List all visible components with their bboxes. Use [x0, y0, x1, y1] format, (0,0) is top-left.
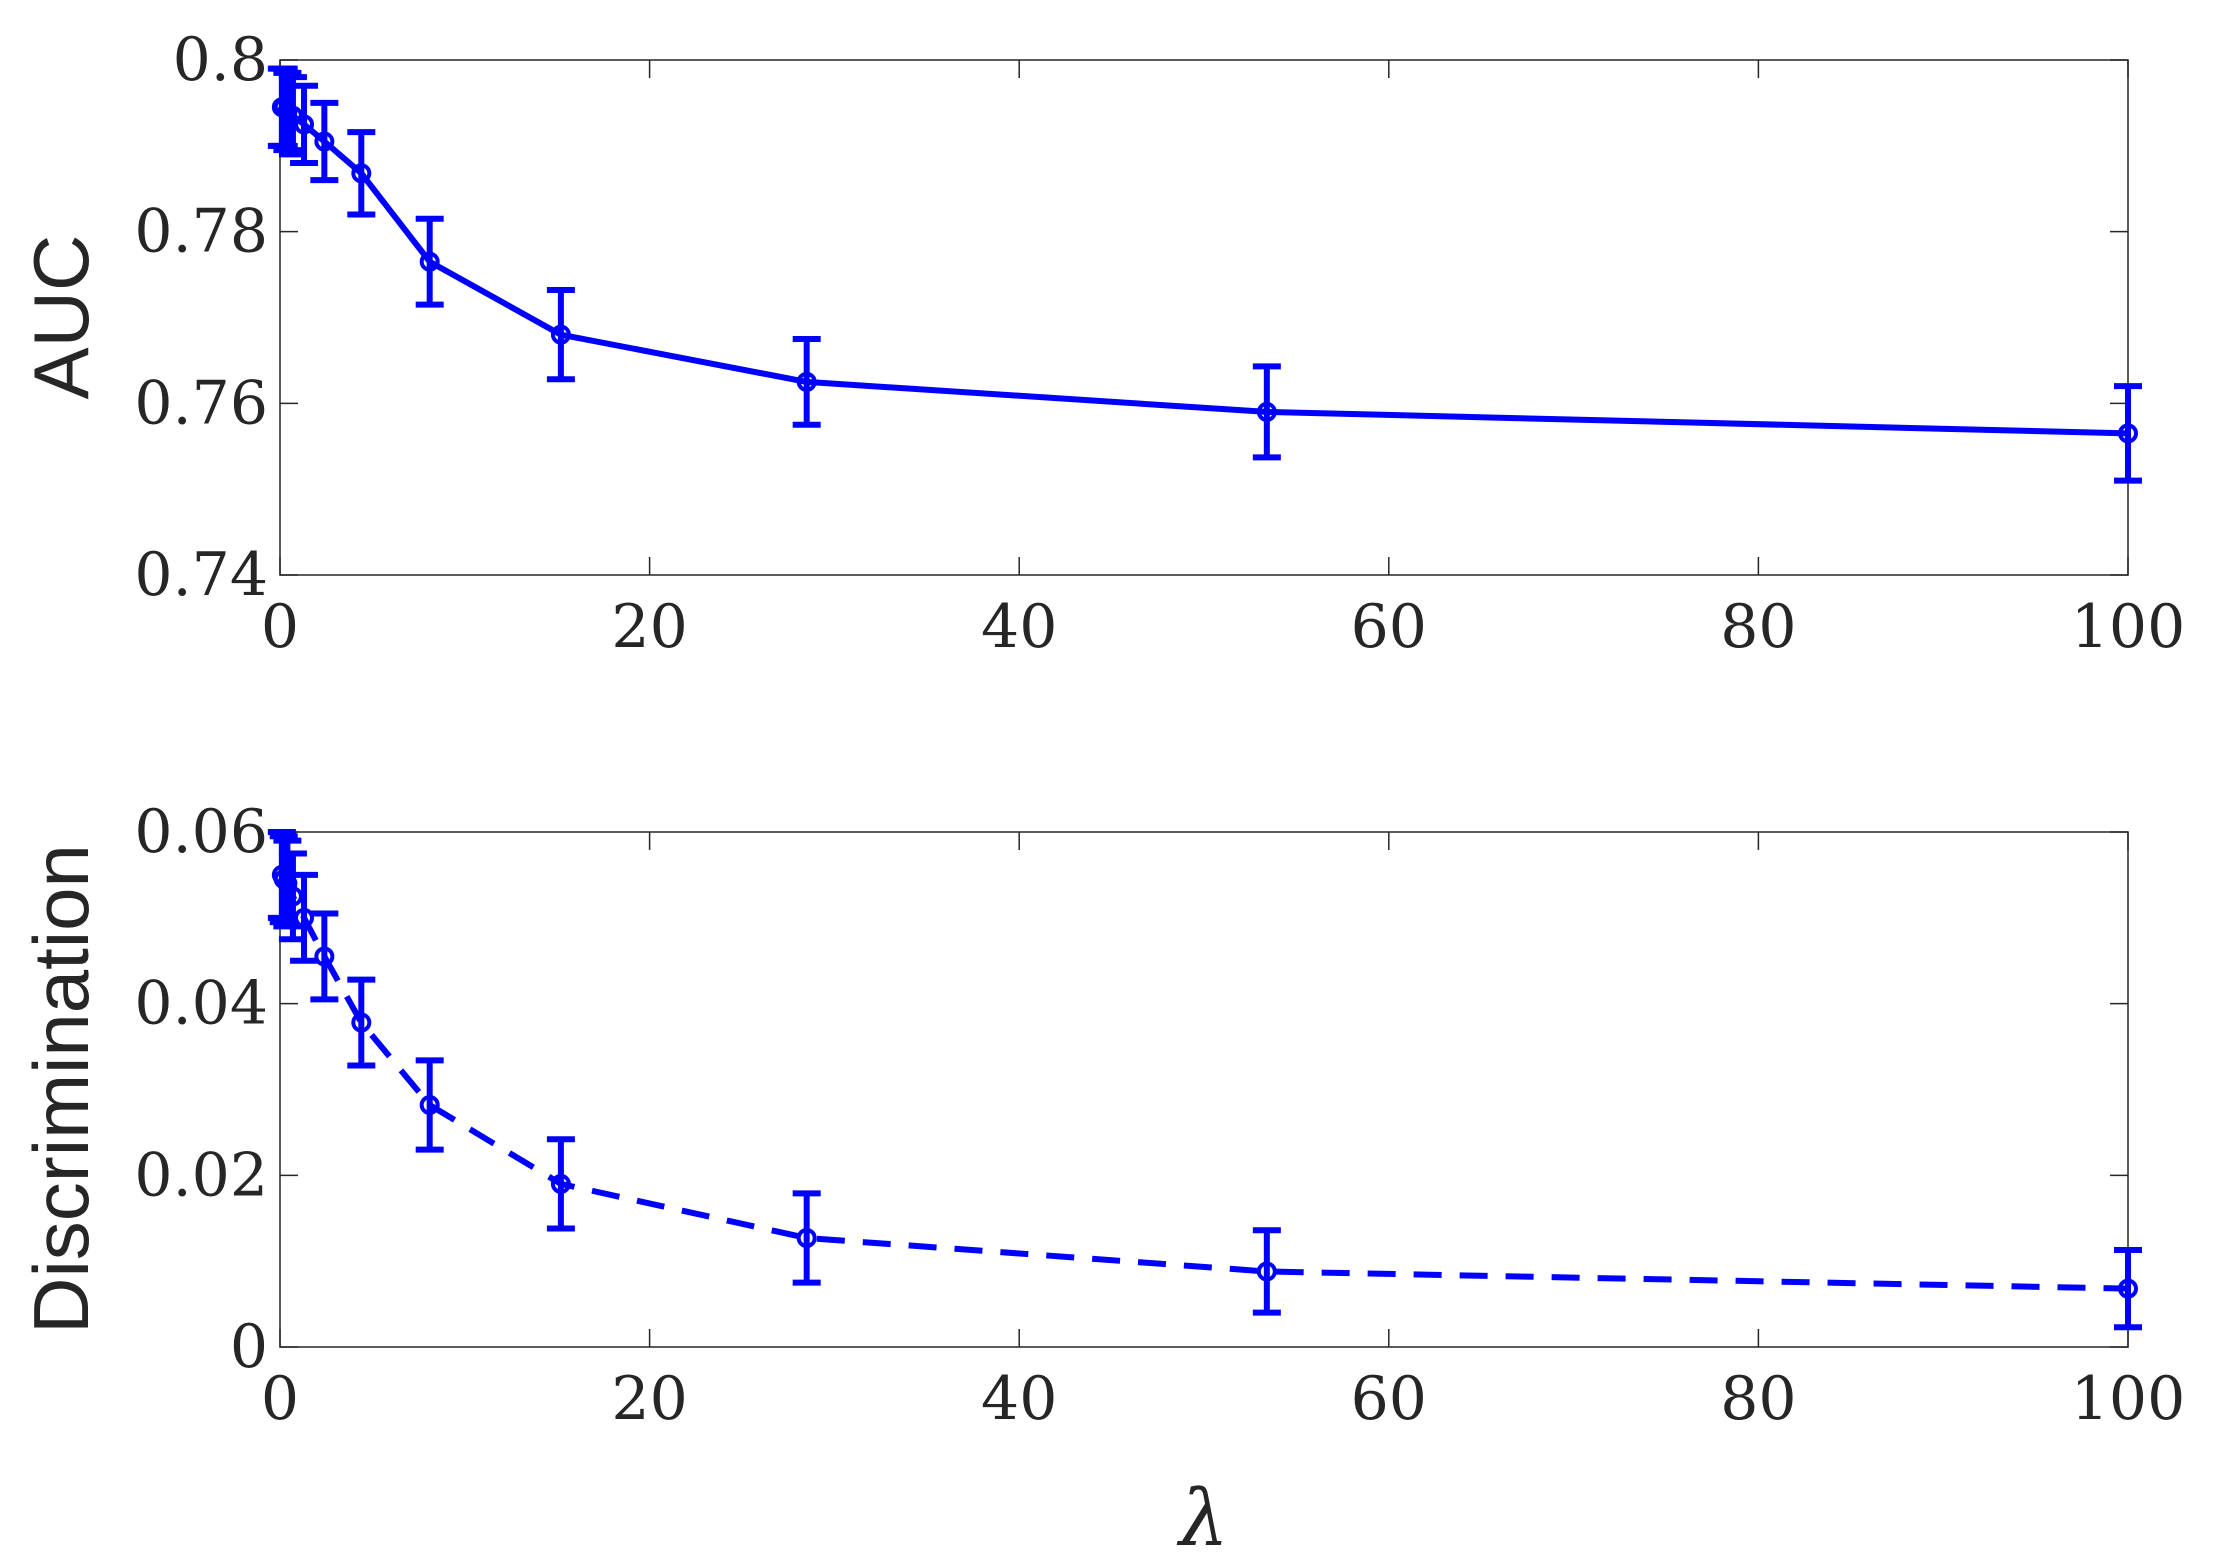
auc-data-point: [550, 324, 571, 345]
discrimination-data-point: [282, 886, 303, 907]
discrimination-x-tick-label: 100: [2071, 1364, 2186, 1434]
auc-series: [267, 65, 2142, 484]
discrimination-x-tick-label: 60: [1351, 1364, 1427, 1434]
discrimination-y-axis-label: Discrimination: [17, 844, 105, 1334]
discrimination-y-tick-label: 0: [230, 1312, 268, 1382]
auc-error-bar: [792, 335, 821, 428]
discrimination-error-bar: [792, 1190, 821, 1286]
auc-y-tick-label: 0.8: [173, 25, 268, 95]
auc-x-tick-label: 60: [1351, 592, 1427, 662]
discrimination-x-tick-label: 20: [611, 1364, 687, 1434]
discrimination-data-point: [2118, 1278, 2138, 1299]
auc-x-tick-label: 100: [2071, 592, 2186, 662]
auc-series-line: [280, 104, 2129, 437]
auc-y-tick-label: 0.76: [134, 368, 268, 438]
discrimination-data-point: [796, 1227, 817, 1248]
auc-y-tick-label: 0.74: [134, 540, 268, 610]
auc-error-bar: [310, 99, 339, 184]
auc-x-tick-label: 20: [611, 592, 687, 662]
discrimination-panel: 0 20 40 60 80 100 0 0.02 0.04 0.06 Discrimination…: [17, 797, 2185, 1563]
discrimination-error-bar: [347, 976, 376, 1069]
auc-error-bar: [415, 215, 444, 308]
discrimination-error-bar: [415, 1057, 444, 1153]
auc-panel: 0 20 40 60 80 100 0.74 0.76 0.78 0.8 AUC: [17, 25, 2185, 662]
auc-data-point: [1256, 401, 1277, 422]
auc-y-tick-label: 0.78: [134, 197, 268, 267]
discrimination-error-bar: [1252, 1227, 1281, 1316]
auc-data-point: [351, 163, 372, 184]
auc-data-point: [2118, 423, 2138, 444]
discrimination-y-tick-label: 0.06: [134, 797, 268, 867]
auc-x-tick-label: 80: [1720, 592, 1796, 662]
auc-error-bar: [546, 287, 575, 383]
discrimination-data-point: [550, 1173, 571, 1194]
discrimination-data-point: [294, 907, 315, 928]
auc-error-bar: [1252, 363, 1281, 461]
discrimination-x-tick-label: 0: [261, 1364, 299, 1434]
discrimination-x-tick-label: 80: [1720, 1364, 1796, 1434]
discrimination-series: [267, 829, 2142, 1331]
auc-error-bar: [2114, 383, 2142, 484]
auc-data-point: [419, 251, 440, 272]
auc-data-point: [796, 371, 817, 392]
discrimination-data-point: [351, 1012, 372, 1033]
auc-error-bar: [347, 129, 376, 218]
discrimination-plot-frame: [279, 831, 2129, 1348]
discrimination-y-tick-label: 0.04: [134, 969, 268, 1039]
discrimination-data-point: [419, 1094, 440, 1115]
auc-tick-labels: 0 20 40 60 80 100 0.74 0.76 0.78 0.8: [134, 25, 2185, 662]
discrimination-x-tick-label: 40: [981, 1364, 1057, 1434]
discrimination-error-bar: [310, 910, 339, 1003]
discrimination-tick-labels: 0 20 40 60 80 100 0 0.02 0.04 0.06: [134, 797, 2185, 1434]
auc-error-bar: [290, 82, 319, 166]
lambda-x-axis-label: λ: [1176, 1474, 1228, 1563]
auc-x-tick-label: 0: [261, 592, 299, 662]
auc-data-point: [314, 131, 335, 152]
discrimination-error-bar: [546, 1136, 575, 1232]
auc-data-point: [294, 114, 315, 135]
discrimination-error-bar: [2114, 1247, 2142, 1331]
discrimination-y-tick-label: 0.02: [134, 1140, 268, 1210]
discrimination-error-bar: [290, 871, 319, 964]
auc-plot-frame: [279, 59, 2129, 576]
discrimination-data-point: [314, 946, 335, 967]
auc-x-tick-label: 40: [981, 592, 1057, 662]
discrimination-data-point: [1256, 1261, 1277, 1282]
auc-ticks: [279, 59, 2129, 576]
auc-y-axis-label: AUC: [17, 235, 105, 400]
